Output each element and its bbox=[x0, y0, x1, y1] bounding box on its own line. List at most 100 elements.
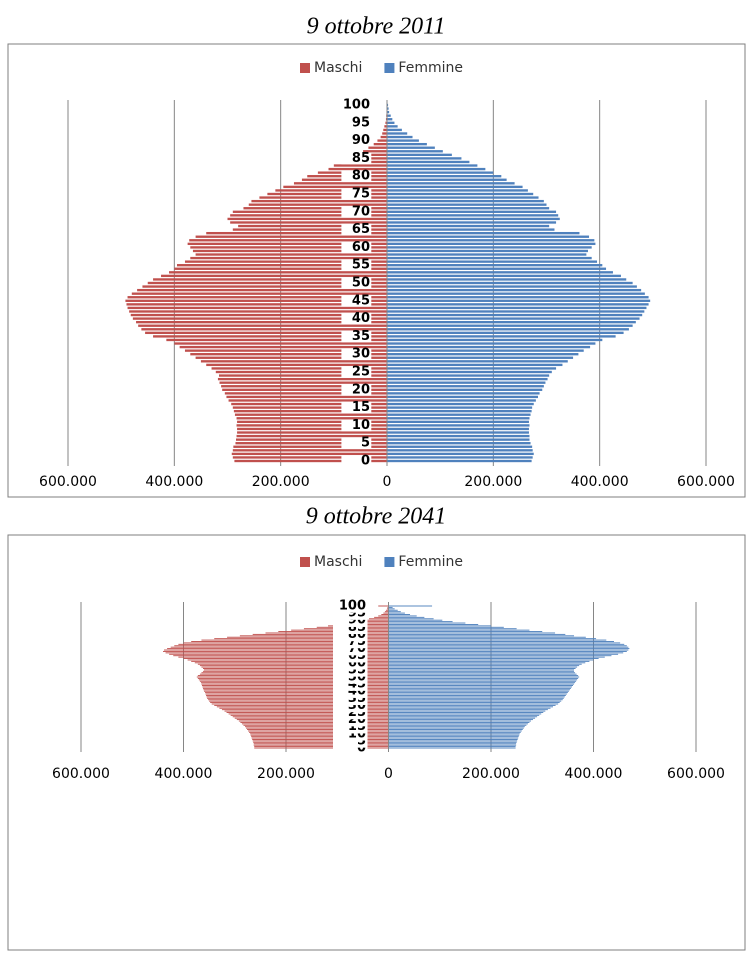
bar bbox=[388, 605, 433, 607]
bar bbox=[387, 367, 557, 370]
bar bbox=[187, 659, 389, 661]
bar bbox=[387, 256, 592, 260]
bar bbox=[388, 632, 556, 634]
bar bbox=[387, 353, 579, 356]
bar bbox=[388, 744, 517, 746]
bar bbox=[125, 299, 388, 302]
y-tick-label: 15 bbox=[352, 400, 370, 415]
legend-swatch bbox=[384, 557, 395, 567]
bar bbox=[387, 363, 563, 367]
y-tick-label: 0 bbox=[361, 454, 370, 469]
bar bbox=[388, 683, 575, 685]
bar bbox=[387, 249, 588, 253]
bar bbox=[191, 660, 389, 662]
bar bbox=[388, 709, 548, 711]
y-tick-label: 80 bbox=[352, 169, 370, 184]
bar bbox=[231, 452, 387, 456]
bar bbox=[283, 185, 387, 189]
bar bbox=[228, 399, 387, 402]
bar bbox=[232, 716, 389, 718]
x-tick-label: 0 bbox=[384, 766, 393, 782]
bar bbox=[328, 167, 387, 171]
bar bbox=[222, 388, 387, 391]
y-tick-label: 50 bbox=[352, 276, 370, 291]
bar bbox=[388, 619, 443, 621]
bar bbox=[388, 730, 522, 732]
bar bbox=[387, 103, 389, 107]
bar bbox=[388, 716, 538, 718]
bar bbox=[347, 622, 389, 624]
bar bbox=[381, 614, 389, 615]
bar bbox=[206, 696, 389, 698]
bar bbox=[183, 658, 389, 660]
bar bbox=[387, 392, 540, 395]
label-bg bbox=[341, 152, 372, 165]
bar bbox=[147, 281, 387, 285]
bar bbox=[275, 189, 387, 192]
bar bbox=[201, 639, 389, 641]
bar bbox=[388, 642, 621, 644]
label-bg bbox=[341, 437, 372, 450]
bar bbox=[387, 292, 645, 295]
bar bbox=[387, 139, 419, 142]
bar bbox=[387, 253, 587, 256]
y-tick-label: 55 bbox=[352, 258, 370, 273]
bar bbox=[388, 706, 554, 708]
x-tick-label: 400.000 bbox=[145, 474, 203, 490]
bar bbox=[387, 285, 637, 288]
bar bbox=[388, 721, 530, 723]
legend-swatch bbox=[300, 63, 310, 73]
bar bbox=[388, 675, 579, 677]
y-tick-label: 100 bbox=[343, 98, 370, 113]
bar bbox=[388, 737, 519, 739]
bar bbox=[387, 328, 629, 331]
bar bbox=[224, 392, 387, 395]
bar bbox=[387, 278, 627, 281]
bar bbox=[161, 274, 387, 278]
bar bbox=[178, 643, 389, 645]
label-bg bbox=[341, 330, 372, 343]
bar bbox=[215, 370, 387, 374]
bar bbox=[202, 687, 389, 689]
bar bbox=[388, 612, 405, 614]
bar bbox=[170, 646, 389, 648]
bar bbox=[200, 682, 389, 684]
bar bbox=[388, 653, 619, 655]
bar bbox=[388, 665, 580, 667]
bar bbox=[214, 638, 389, 640]
bar bbox=[219, 381, 387, 384]
y-tick-label: 20 bbox=[352, 382, 370, 397]
bar bbox=[236, 719, 389, 721]
bar bbox=[378, 615, 389, 617]
label-bg bbox=[341, 348, 372, 361]
bar bbox=[240, 721, 389, 723]
bar bbox=[388, 741, 517, 743]
bar bbox=[202, 670, 389, 672]
y-tick-label: 0 bbox=[357, 741, 366, 756]
bar bbox=[387, 296, 649, 299]
bar bbox=[387, 189, 528, 192]
bar bbox=[388, 635, 575, 637]
bar bbox=[153, 335, 387, 338]
bar bbox=[387, 142, 427, 146]
bar bbox=[248, 730, 389, 732]
bar bbox=[388, 692, 568, 694]
bar bbox=[142, 285, 387, 288]
bar bbox=[387, 431, 529, 434]
bar bbox=[388, 693, 567, 695]
bar bbox=[388, 670, 575, 672]
bar bbox=[388, 673, 577, 675]
bar bbox=[187, 242, 387, 246]
bar bbox=[178, 656, 389, 658]
bar bbox=[387, 385, 544, 388]
bar bbox=[163, 650, 389, 652]
bar bbox=[387, 395, 538, 399]
bar bbox=[388, 663, 582, 665]
bar bbox=[387, 107, 389, 110]
bar bbox=[387, 157, 462, 160]
bar bbox=[388, 696, 565, 698]
y-tick-label: 45 bbox=[352, 293, 370, 308]
bar bbox=[387, 192, 534, 196]
bar bbox=[246, 727, 389, 729]
label-bg bbox=[341, 366, 372, 378]
